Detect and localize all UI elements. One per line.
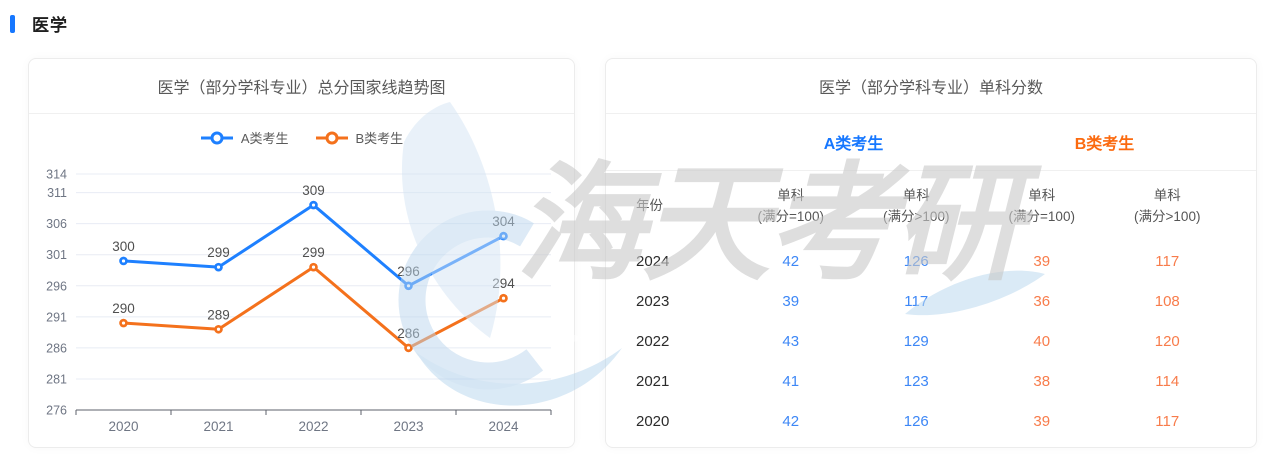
section-title: 医学 [32,16,68,35]
table-row: 2023 39 117 36 108 [606,282,1256,322]
svg-text:311: 311 [47,186,67,200]
table-row: 2022 43 129 40 120 [606,322,1256,362]
table-body: 2024 42 126 39 117 2023 39 117 36 108 2022 43 129 40 1… [606,242,1256,442]
column-header: 单科 (满分=100) [757,188,824,224]
svg-text:290: 290 [112,301,135,316]
year-column-header: 年份 [636,198,663,214]
b-score-cell: 117 [1155,253,1180,271]
a-score-cell: 117 [904,293,929,311]
svg-text:296: 296 [397,264,420,279]
a-score-cell: 41 [782,373,800,391]
trend-card: 医学（部分学科专业）总分国家线趋势图 A类考生 B类考生 276 281 286 29… [28,58,575,448]
group-header-b: B类考生 [1074,136,1135,153]
line-marker-icon [315,131,348,144]
legend-item-b[interactable]: B类考生 [315,128,404,147]
score-card: 医学（部分学科专业）单科分数 A类考生 B类考生 年份 单科 (满分=100) 单科… [605,58,1257,448]
svg-text:281: 281 [46,372,67,386]
b-score-cell: 39 [1033,413,1051,431]
b-score-cell: 120 [1154,333,1180,351]
group-header-row: A类考生 B类考生 [606,114,1256,171]
b-score-cell: 108 [1154,293,1180,311]
table-row: 2024 42 126 39 117 [606,242,1256,282]
chart-legend: A类考生 B类考生 [29,128,574,147]
svg-text:300: 300 [112,239,135,254]
table-header-row: 年份 单科 (满分=100) 单科 (满分>100) 单科 (满分=100) 单科 (满分>1… [606,171,1256,236]
svg-text:299: 299 [302,245,325,260]
year-cell: 2021 [636,373,670,391]
score-card-header: 医学（部分学科专业）单科分数 [606,59,1256,114]
trend-card-header: 医学（部分学科专业）总分国家线趋势图 [29,59,574,114]
svg-text:301: 301 [46,248,67,262]
table-row: 2021 41 123 38 114 [606,362,1256,402]
a-score-cell: 43 [782,333,800,351]
section-header: 医学 [10,11,68,36]
svg-text:304: 304 [492,214,515,229]
legend-label-a: A类考生 [240,131,289,146]
svg-text:2021: 2021 [203,419,233,434]
group-header-a: A类考生 [823,136,884,153]
svg-text:286: 286 [46,341,67,355]
section-accent-bar [10,14,15,33]
svg-text:291: 291 [46,310,67,324]
score-card-title: 医学（部分学科专业）单科分数 [818,80,1043,97]
b-score-cell: 39 [1033,253,1051,271]
year-cell: 2023 [636,293,670,311]
b-score-cell: 38 [1033,373,1051,391]
svg-text:299: 299 [207,245,230,260]
a-score-cell: 42 [782,413,800,431]
column-header: 单科 (满分>100) [1134,188,1201,224]
svg-text:286: 286 [397,326,420,341]
svg-text:296: 296 [46,279,67,293]
column-header: 单科 (满分>100) [883,188,950,224]
trend-chart-body: A类考生 B类考生 276 281 286 291 296 301 306 311 314 202… [29,114,574,448]
score-table: 年份 单科 (满分=100) 单科 (满分>100) 单科 (满分=100) 单科 (满分>1… [606,171,1256,442]
a-score-cell: 123 [903,373,929,391]
b-score-cell: 114 [1155,373,1180,391]
year-cell: 2022 [636,333,670,351]
column-header: 单科 (满分=100) [1008,188,1075,224]
a-score-cell: 129 [903,333,929,351]
year-cell: 2024 [636,253,670,271]
svg-text:314: 314 [46,168,67,182]
b-score-cell: 117 [1155,413,1180,431]
trend-card-title: 医学（部分学科专业）总分国家线趋势图 [157,80,446,97]
svg-text:2024: 2024 [488,419,519,434]
year-cell: 2020 [636,413,670,431]
a-score-cell: 126 [903,413,929,431]
svg-text:294: 294 [492,276,515,291]
a-score-cell: 126 [903,253,929,271]
svg-text:2023: 2023 [393,419,423,434]
legend-item-a[interactable]: A类考生 [200,128,289,147]
legend-label-b: B类考生 [355,131,404,146]
b-score-cell: 40 [1033,333,1051,351]
a-score-cell: 39 [782,293,800,311]
table-row: 2020 42 126 39 117 [606,402,1256,442]
svg-text:309: 309 [302,183,325,198]
svg-text:2020: 2020 [108,419,138,434]
line-marker-icon [200,131,233,144]
b-score-cell: 36 [1033,293,1051,311]
svg-text:276: 276 [46,404,67,418]
svg-text:306: 306 [46,217,67,231]
a-score-cell: 42 [782,253,800,271]
svg-text:289: 289 [207,307,230,322]
svg-text:2022: 2022 [298,419,328,434]
trend-chart-svg[interactable]: 276 281 286 291 296 301 306 311 314 2020 2021 2022 2… [29,114,574,448]
